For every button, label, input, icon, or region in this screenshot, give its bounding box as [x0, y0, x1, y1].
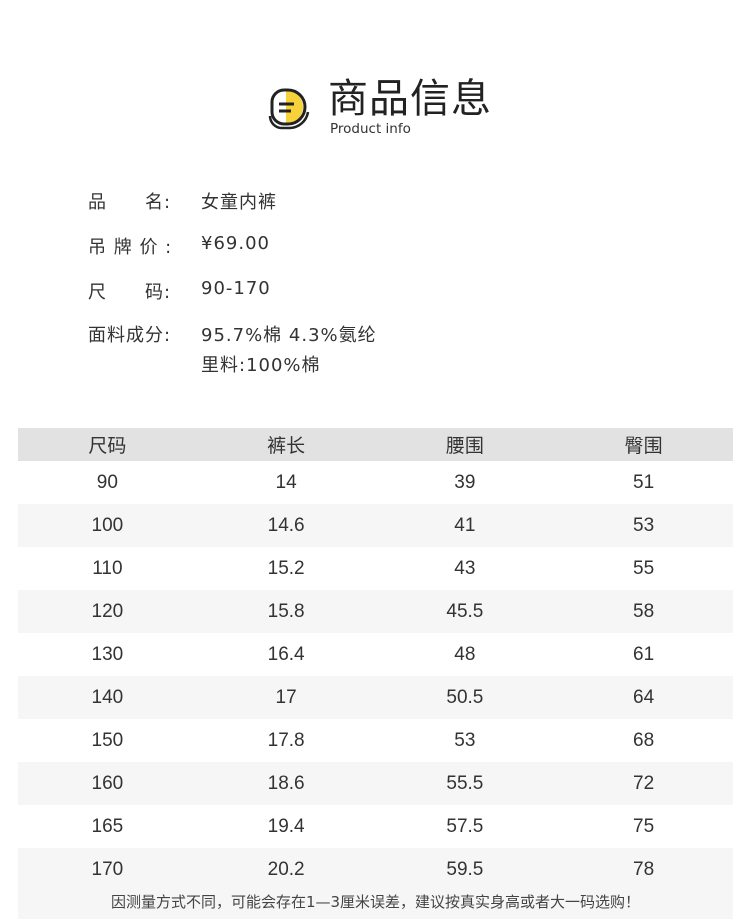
- table-cell: 75: [633, 815, 655, 837]
- table-cell: 130: [91, 643, 124, 665]
- table-cell: 100: [18, 504, 197, 547]
- table-cell: 43: [454, 557, 476, 579]
- column-header: 裤长: [196, 428, 376, 461]
- info-value: 女童内裤: [201, 192, 277, 213]
- table-cell: 55.5: [375, 762, 555, 805]
- info-row-size: 尺 码: 90-170: [88, 278, 270, 304]
- table-cell: 140: [18, 676, 197, 719]
- table-cell: 110: [92, 557, 123, 579]
- table-cell: 53: [554, 504, 733, 547]
- table-cell: 165: [91, 815, 124, 837]
- table-cell: 17.8: [267, 729, 305, 751]
- table-row: 90 14 39 51: [18, 461, 733, 504]
- table-row: 120 15.8 45.5 58: [18, 590, 733, 633]
- table-cell: 39: [454, 471, 476, 493]
- table-cell: 19.4: [267, 815, 305, 837]
- page-title: 商品信息: [328, 76, 492, 122]
- table-row: 130 16.4 48 61: [18, 633, 733, 676]
- table-cell: 18.6: [196, 762, 376, 805]
- info-row-name: 品 名: 女童内裤: [88, 188, 276, 214]
- column-header: 腰围: [375, 428, 555, 461]
- info-value: 90-170: [201, 278, 271, 299]
- measurement-note: 因测量方式不同，可能会存在1—3厘米误差，建议按真实身高或者大一码选购！: [18, 886, 733, 919]
- table-row: 110 15.2 43 55: [18, 547, 733, 590]
- table-cell: 64: [554, 676, 733, 719]
- table-row: 160 18.6 55.5 72: [18, 762, 733, 805]
- table-cell: 45.5: [375, 590, 555, 633]
- info-value: 95.7%棉 4.3%氨纶: [201, 325, 377, 346]
- info-value-lining: 里料:100%棉: [201, 355, 321, 376]
- table-header: 尺码 裤长 腰围 臀围: [18, 428, 733, 461]
- column-header: 臀围: [554, 428, 733, 461]
- table-cell: 61: [633, 643, 655, 665]
- info-label: 品 名:: [88, 192, 172, 213]
- table-cell: 17: [196, 676, 376, 719]
- info-label: 面料成分:: [88, 325, 172, 346]
- table-cell: 55: [633, 557, 655, 579]
- table-cell: 72: [554, 762, 733, 805]
- table-row: 150 17.8 53 68: [18, 719, 733, 762]
- table-row: 170 20.2 59.5 78: [18, 848, 733, 891]
- table-cell: 90: [96, 471, 118, 493]
- table-cell: 170: [18, 848, 197, 891]
- table-cell: 20.2: [196, 848, 376, 891]
- table-row: 165 19.4 57.5 75: [18, 805, 733, 848]
- table-row: 140 17 50.5 64: [18, 676, 733, 719]
- table-cell: 15.8: [196, 590, 376, 633]
- info-value: ¥69.00: [201, 233, 270, 254]
- table-cell: 68: [633, 729, 655, 751]
- table-cell: 120: [18, 590, 197, 633]
- table-cell: 78: [554, 848, 733, 891]
- table-cell: 50.5: [375, 676, 555, 719]
- table-cell: 53: [454, 729, 476, 751]
- table-cell: 14: [275, 471, 297, 493]
- info-logo-icon: [268, 88, 310, 130]
- page-subtitle: Product info: [330, 121, 411, 137]
- table-cell: 160: [18, 762, 197, 805]
- info-label: 吊 牌 价 :: [88, 237, 173, 258]
- info-row-price: 吊 牌 价 : ¥69.00: [88, 233, 269, 259]
- table-cell: 41: [375, 504, 555, 547]
- size-table: 尺码 裤长 腰围 臀围 90 14 39 51 100 14.6 41 53 110 15.2 43…: [18, 428, 733, 891]
- column-header: 尺码: [18, 428, 197, 461]
- info-label: 尺 码:: [88, 282, 172, 303]
- table-row: 100 14.6 41 53: [18, 504, 733, 547]
- table-cell: 48: [454, 643, 476, 665]
- table-cell: 15.2: [267, 557, 305, 579]
- info-row-fabric: 面料成分: 95.7%棉 4.3%氨纶 里料:100%棉: [88, 321, 376, 376]
- table-cell: 150: [91, 729, 124, 751]
- section-header: 商品信息 Product info: [264, 76, 504, 146]
- table-cell: 16.4: [267, 643, 305, 665]
- table-cell: 59.5: [375, 848, 555, 891]
- table-cell: 58: [554, 590, 733, 633]
- table-cell: 57.5: [446, 815, 484, 837]
- table-cell: 14.6: [196, 504, 376, 547]
- table-cell: 51: [633, 471, 655, 493]
